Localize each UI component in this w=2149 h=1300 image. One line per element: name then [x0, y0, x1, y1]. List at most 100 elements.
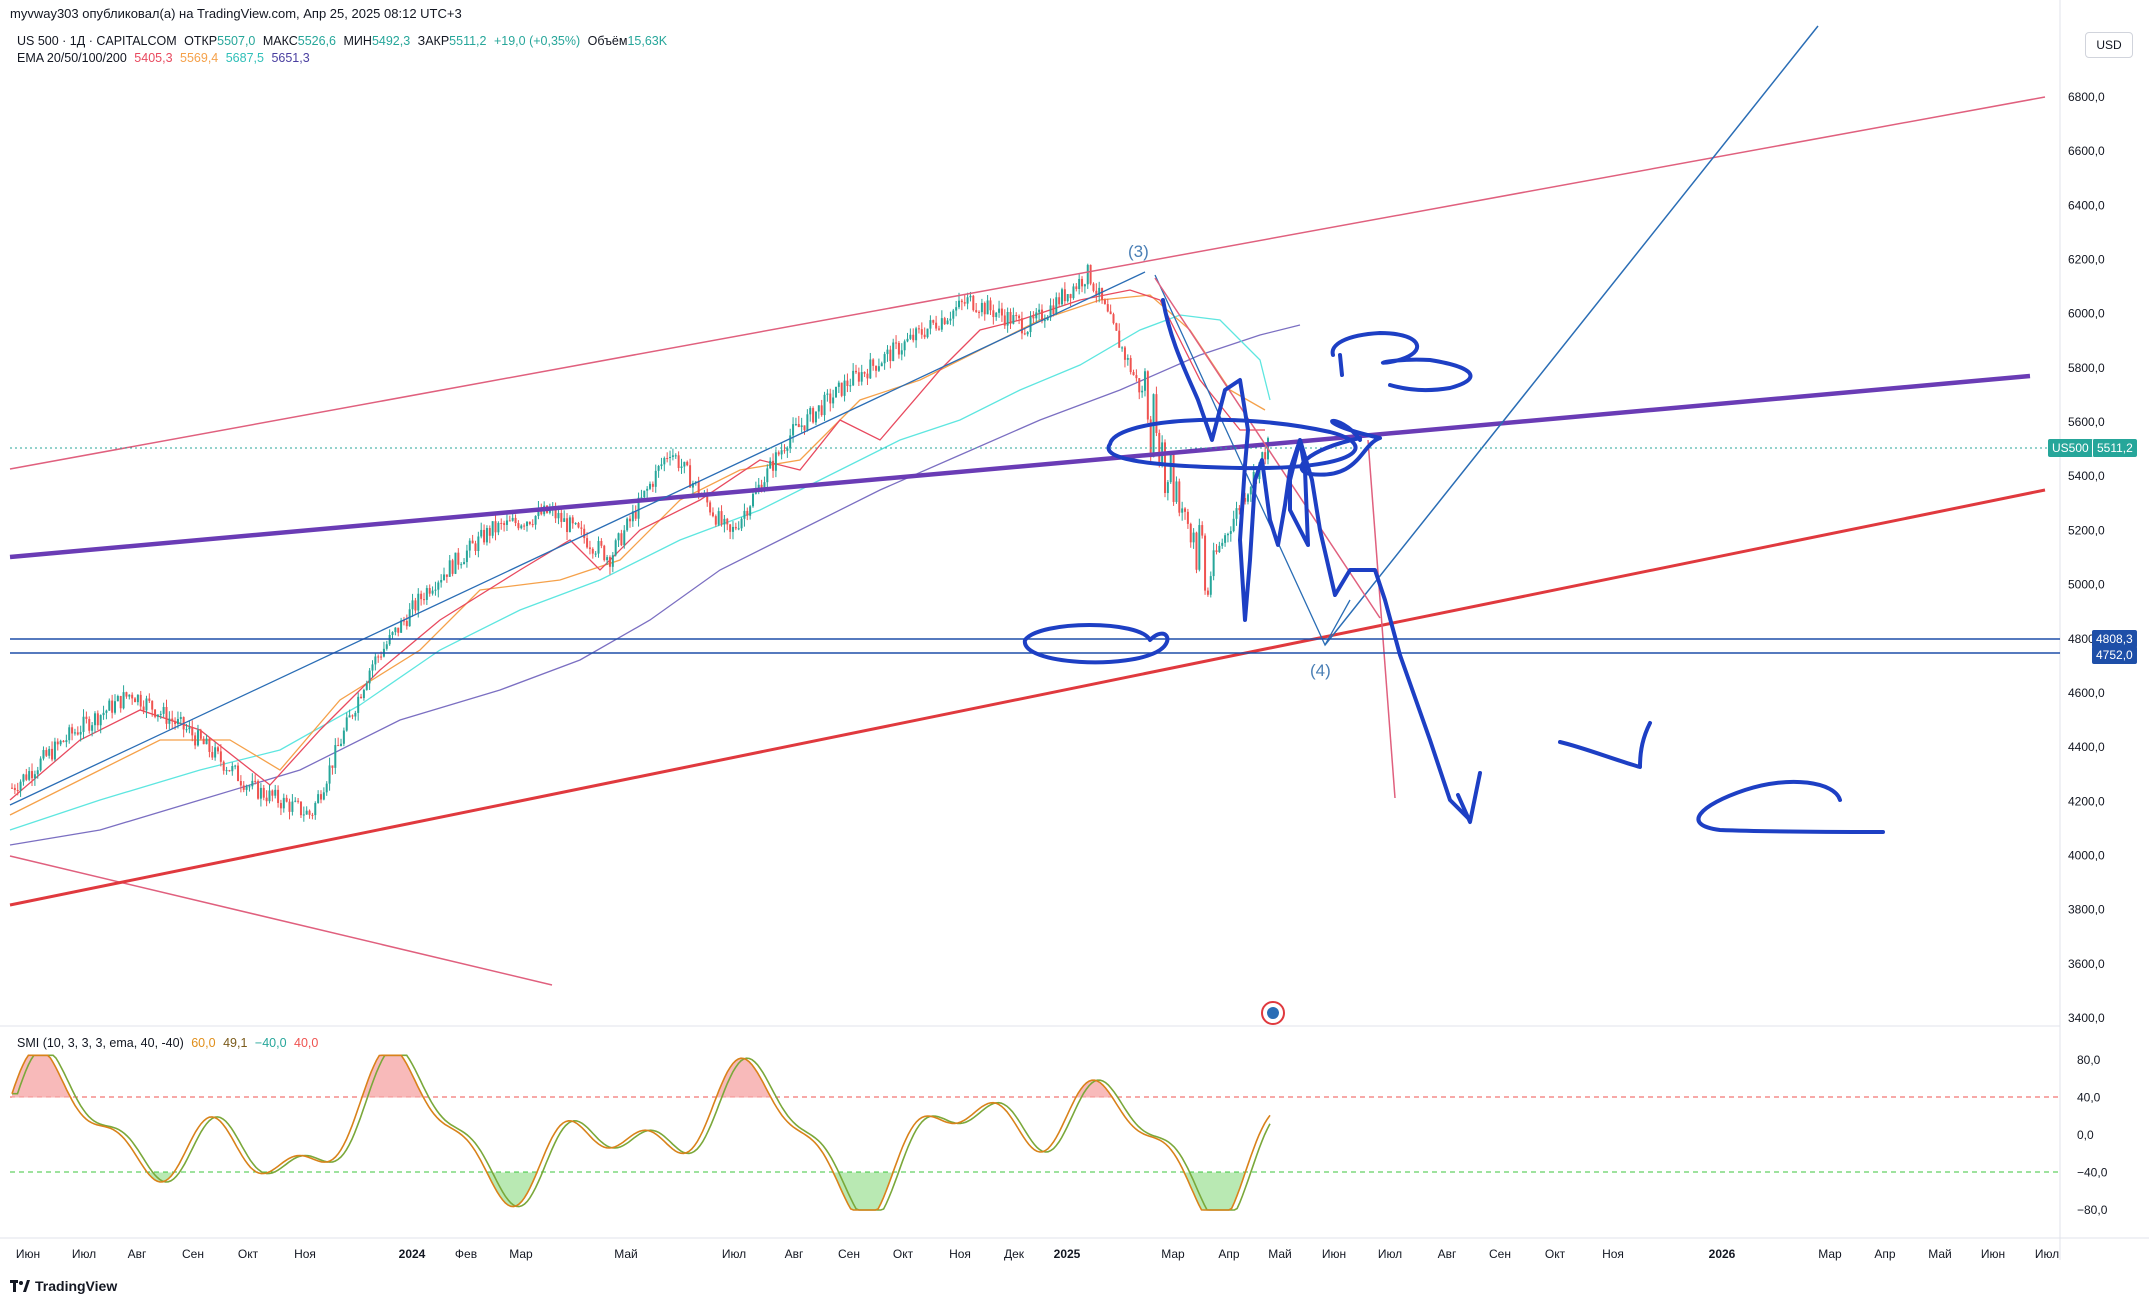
candle-body — [360, 696, 363, 699]
smi-label[interactable]: SMI (10, 3, 3, 3, ema, 40, -40) — [17, 1036, 184, 1050]
candle-body — [560, 512, 563, 522]
time-tick-label: Июн — [1322, 1247, 1346, 1261]
candle-body — [196, 730, 199, 746]
candle-body — [305, 810, 308, 815]
hand-v-mark — [1558, 721, 1652, 769]
candle-body — [886, 349, 889, 355]
candle-body — [474, 543, 477, 552]
tradingview-logo[interactable]: TradingView — [10, 1278, 117, 1294]
symbol-tag-text: US500 — [2052, 441, 2089, 455]
candle-body — [789, 435, 792, 449]
candle-body — [689, 465, 692, 488]
candle-body — [909, 334, 912, 339]
candle-body — [297, 800, 300, 802]
candle-body — [643, 490, 646, 498]
candle-body — [969, 295, 972, 298]
candle-body — [1189, 523, 1192, 543]
candle-body — [1075, 286, 1078, 289]
candle-body — [554, 507, 557, 519]
price-tick-label: 6600,0 — [2068, 144, 2105, 158]
candle-body — [59, 740, 62, 745]
candle-body — [1229, 531, 1232, 534]
candle-body — [451, 560, 454, 574]
candle-body — [1169, 454, 1172, 483]
candle-body — [746, 510, 749, 516]
candle-body — [39, 758, 42, 771]
candle-body — [188, 727, 191, 730]
candle-body — [65, 740, 68, 743]
candle-body — [1098, 287, 1101, 295]
symbol-legend: US 500 · 1Д · CAPITALCOM ОТКР5507,0 МАКС… — [17, 34, 671, 48]
candle-body — [1141, 390, 1144, 393]
candle-body — [337, 745, 340, 747]
candle-body — [706, 494, 709, 503]
price-tick-label: 4000,0 — [2068, 848, 2105, 862]
time-tick-label: Авг — [128, 1247, 147, 1261]
candle-body — [174, 721, 177, 725]
candle-body — [691, 483, 694, 488]
candle-body — [883, 354, 886, 364]
candle-body — [257, 781, 260, 799]
candle-body — [823, 394, 826, 416]
candle-body — [19, 781, 22, 791]
candle-body — [906, 338, 909, 342]
candle-body — [880, 363, 883, 367]
candle-body — [806, 414, 809, 431]
candle-body — [477, 536, 480, 552]
time-tick-label: Апр — [1874, 1247, 1896, 1261]
smi-tick-label: 40,0 — [2077, 1091, 2101, 1105]
candle-body — [1126, 358, 1129, 360]
candle-body — [73, 732, 76, 734]
time-tick-label: Ноя — [949, 1247, 971, 1261]
candle-body — [79, 731, 82, 735]
candle-body — [820, 405, 823, 416]
high-value: 5526,6 — [297, 34, 337, 48]
candle-body — [932, 320, 935, 323]
candle-body — [677, 455, 680, 468]
time-tick-label: Май — [1268, 1247, 1292, 1261]
candle-body — [917, 328, 920, 330]
candle-body — [680, 466, 683, 468]
smi-tick-label: 80,0 — [2077, 1053, 2101, 1067]
ema-label[interactable]: EMA 20/50/100/200 — [17, 51, 127, 65]
candle-body — [468, 540, 471, 551]
candle-body — [1244, 498, 1247, 502]
symbol-name[interactable]: US 500 · 1Д · CAPITALCOM — [17, 34, 177, 48]
candle-body — [497, 522, 500, 533]
candle-body — [248, 786, 251, 788]
ema50-value: 5569,4 — [180, 51, 219, 65]
candle-body — [577, 523, 580, 528]
candle-body — [651, 483, 654, 487]
candle-body — [362, 689, 365, 699]
candle-body — [571, 517, 574, 524]
candle-body — [402, 620, 405, 622]
level1-tag: 4808,3 — [2092, 630, 2137, 648]
smi-v1: 60,0 — [191, 1036, 216, 1050]
time-tick-label: Сен — [1489, 1247, 1511, 1261]
candle-body — [91, 725, 94, 731]
candle-body — [71, 727, 74, 734]
candle-body — [980, 302, 983, 313]
candle-body — [832, 397, 835, 404]
candle-body — [465, 550, 468, 563]
candle-body — [1020, 318, 1023, 334]
lower-pink-line — [9, 855, 553, 986]
candle-body — [274, 789, 277, 796]
smi-v3: −40,0 — [254, 1036, 287, 1050]
candle-body — [377, 656, 380, 658]
candle-body — [1218, 545, 1221, 553]
candle-body — [139, 694, 142, 707]
price-tick-label: 5200,0 — [2068, 523, 2105, 537]
candle-body — [1178, 481, 1181, 513]
price-tick-label: 5600,0 — [2068, 415, 2105, 429]
candle-body — [1235, 508, 1238, 519]
candle-body — [76, 732, 79, 735]
currency-button[interactable]: USD — [2085, 32, 2133, 58]
hand-arrow-head — [1456, 771, 1482, 824]
price-tick-label: 3800,0 — [2068, 903, 2105, 917]
candle-body — [491, 521, 494, 536]
smi-tick-label: −80,0 — [2077, 1203, 2108, 1217]
smi-tick-label: −40,0 — [2077, 1166, 2108, 1180]
candle-body — [340, 743, 343, 746]
